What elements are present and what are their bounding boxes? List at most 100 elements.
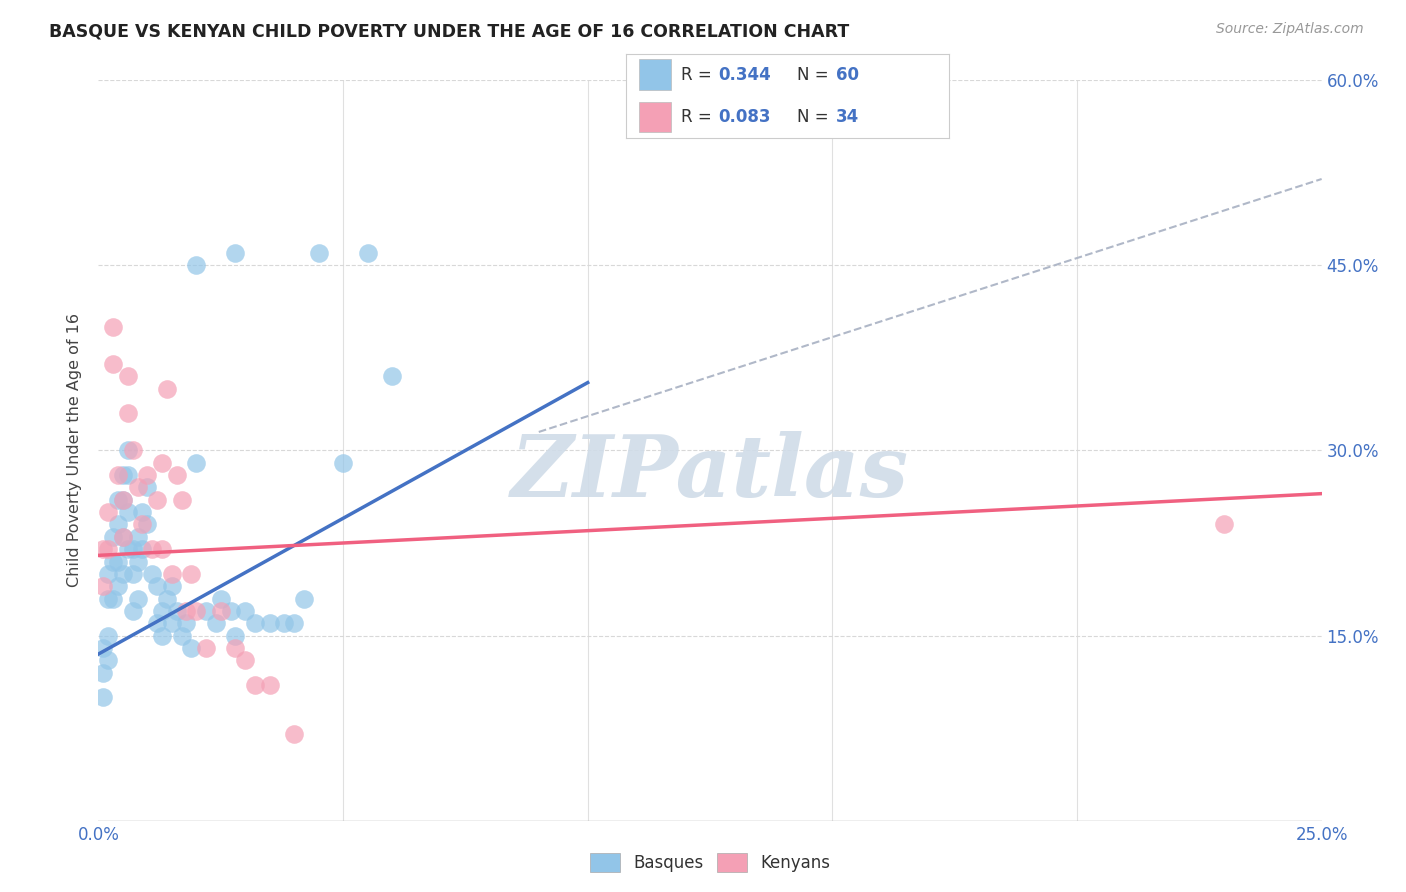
Point xyxy=(195,604,218,618)
Point xyxy=(243,678,266,692)
Point xyxy=(107,492,129,507)
Point xyxy=(111,530,134,544)
Point xyxy=(283,727,305,741)
Point xyxy=(186,604,208,618)
Text: N =: N = xyxy=(797,108,834,126)
Point xyxy=(243,616,266,631)
Point xyxy=(131,517,153,532)
Legend: Basques, Kenyans: Basques, Kenyans xyxy=(583,847,837,879)
Point xyxy=(127,555,149,569)
Point xyxy=(107,468,129,483)
Point xyxy=(146,492,169,507)
Point xyxy=(107,517,129,532)
Point xyxy=(180,640,202,655)
Point xyxy=(283,616,305,631)
Point xyxy=(166,468,188,483)
Point xyxy=(180,566,202,581)
Point xyxy=(111,468,134,483)
Text: 34: 34 xyxy=(835,108,859,126)
Point xyxy=(146,616,169,631)
Point xyxy=(160,566,183,581)
Point xyxy=(136,517,159,532)
Point xyxy=(209,604,232,618)
Point xyxy=(97,653,120,667)
Point xyxy=(91,579,114,593)
Point xyxy=(121,443,143,458)
Point xyxy=(186,258,208,272)
Bar xyxy=(638,102,671,132)
Point xyxy=(111,492,134,507)
Point xyxy=(97,591,120,606)
Point xyxy=(101,555,124,569)
Point xyxy=(117,468,139,483)
Text: 60: 60 xyxy=(835,66,859,84)
Point xyxy=(101,357,124,371)
Point xyxy=(205,616,228,631)
Point xyxy=(127,591,149,606)
Point xyxy=(117,443,139,458)
Point xyxy=(219,604,242,618)
Point xyxy=(381,369,404,384)
Point xyxy=(97,542,120,557)
Point xyxy=(176,616,198,631)
Point xyxy=(356,246,378,260)
Point xyxy=(150,628,173,642)
Point xyxy=(224,640,246,655)
Y-axis label: Child Poverty Under the Age of 16: Child Poverty Under the Age of 16 xyxy=(67,313,83,588)
Point xyxy=(136,480,159,494)
Point xyxy=(209,591,232,606)
Point xyxy=(117,542,139,557)
Text: R =: R = xyxy=(681,66,717,84)
Text: BASQUE VS KENYAN CHILD POVERTY UNDER THE AGE OF 16 CORRELATION CHART: BASQUE VS KENYAN CHILD POVERTY UNDER THE… xyxy=(49,22,849,40)
Point xyxy=(186,456,208,470)
Point xyxy=(160,616,183,631)
Point xyxy=(97,505,120,519)
Point xyxy=(111,492,134,507)
Point xyxy=(195,640,218,655)
Point xyxy=(150,456,173,470)
Point xyxy=(170,628,193,642)
Point xyxy=(332,456,354,470)
Point xyxy=(146,579,169,593)
Point xyxy=(91,542,114,557)
Point xyxy=(156,382,179,396)
Point xyxy=(91,690,114,705)
Text: R =: R = xyxy=(681,108,717,126)
Text: ZIPatlas: ZIPatlas xyxy=(510,431,910,515)
Point xyxy=(111,530,134,544)
Point xyxy=(101,591,124,606)
Point xyxy=(121,604,143,618)
Point xyxy=(233,653,256,667)
Point xyxy=(121,566,143,581)
Point xyxy=(117,369,139,384)
Point xyxy=(166,604,188,618)
Point xyxy=(117,505,139,519)
Point xyxy=(97,566,120,581)
Point xyxy=(259,678,281,692)
Point xyxy=(224,246,246,260)
Point xyxy=(136,468,159,483)
Point xyxy=(101,320,124,334)
Point xyxy=(150,604,173,618)
Point xyxy=(224,628,246,642)
Point xyxy=(150,542,173,557)
Point xyxy=(156,591,179,606)
Point xyxy=(97,628,120,642)
Text: Source: ZipAtlas.com: Source: ZipAtlas.com xyxy=(1216,22,1364,37)
Point xyxy=(259,616,281,631)
Point xyxy=(91,640,114,655)
Point xyxy=(101,530,124,544)
Text: 0.083: 0.083 xyxy=(718,108,770,126)
Point xyxy=(107,555,129,569)
Point xyxy=(141,566,163,581)
Point xyxy=(127,480,149,494)
Point xyxy=(160,579,183,593)
Point xyxy=(308,246,330,260)
Point xyxy=(176,604,198,618)
Point xyxy=(292,591,315,606)
Point xyxy=(107,579,129,593)
Point xyxy=(111,566,134,581)
Point xyxy=(121,542,143,557)
Point xyxy=(233,604,256,618)
Point xyxy=(273,616,295,631)
